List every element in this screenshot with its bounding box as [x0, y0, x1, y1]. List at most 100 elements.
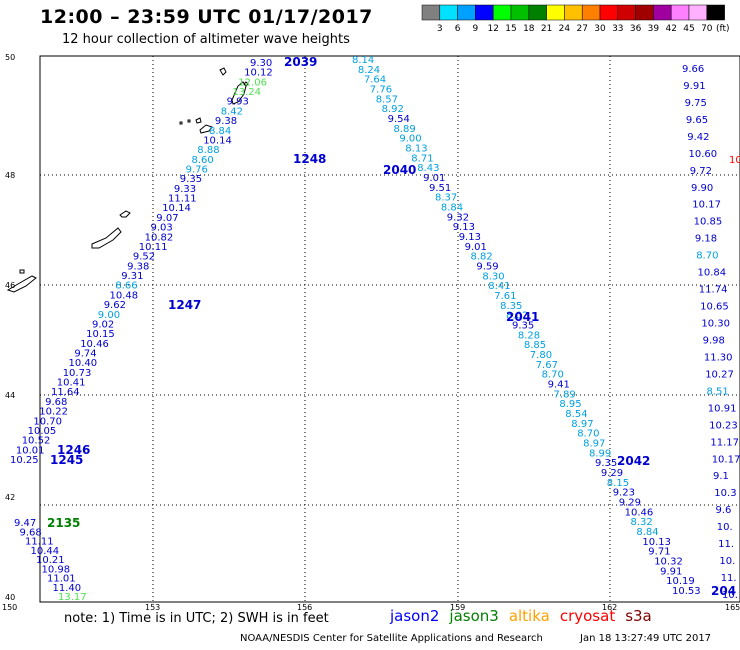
track-a-value: 10.05	[28, 426, 57, 437]
color-scale-label: 15	[505, 24, 516, 34]
track-b-value: 8.82	[471, 252, 493, 263]
pass-label-1247: 1247	[168, 298, 201, 312]
color-swatch	[670, 4, 690, 21]
legend-altika: altika	[508, 607, 550, 625]
track-a-value: 10.01	[16, 445, 45, 456]
color-swatch	[421, 4, 441, 21]
track-b-value: 9.71	[648, 547, 670, 558]
track-a-value: 8.60	[192, 155, 214, 166]
track-b-value: 7.76	[370, 85, 392, 96]
track-d-value: 11.	[721, 573, 737, 584]
generated-timestamp: Jan 18 13:27:49 UTC 2017	[580, 633, 712, 644]
track-a-value: 9.35	[180, 174, 202, 185]
track-a-value: 10.12	[244, 68, 273, 79]
track-d-value: 11.17	[710, 437, 739, 448]
track-b-value: 9.91	[660, 566, 682, 577]
track-b-value: 8.92	[382, 104, 404, 115]
track-c-labels: 9.479.6811.1110.4410.2110.9811.0111.4013…	[14, 518, 87, 603]
track-b-value: 9.23	[613, 488, 635, 499]
track-d-value: 10.27	[705, 369, 734, 380]
track-a-value: 8.42	[221, 106, 243, 117]
track-b-labels: 8.148.247.647.768.578.929.548.899.008.13…	[352, 55, 701, 597]
track-b-value: 8.28	[518, 330, 540, 341]
color-scale-label: 9	[473, 24, 479, 34]
track-b-value: 7.89	[554, 389, 576, 400]
track-d-value: 10.17	[692, 200, 721, 211]
color-swatch	[617, 4, 636, 21]
track-a-value: 10.73	[63, 368, 92, 379]
track-a-value: 11.64	[51, 387, 80, 398]
track-b-value: 7.80	[530, 350, 552, 361]
pass-label-2135: 2135	[47, 516, 80, 530]
track-a-value: 10.14	[203, 136, 232, 147]
track-a-labels: 9.3010.1212.0613.249.938.429.388.8410.14…	[10, 58, 273, 466]
track-b-value: 8.99	[589, 448, 611, 459]
track-b-value: 8.37	[435, 193, 457, 204]
track-a-value: 8.66	[115, 281, 137, 292]
track-b-value: 9.13	[453, 222, 475, 233]
track-a-value: 10.25	[10, 455, 39, 466]
lon-tick-159: 159	[450, 603, 465, 612]
track-b-value: 8.15	[607, 478, 629, 489]
track-c-value: 11.01	[47, 574, 76, 585]
track-d-value: 10.30	[701, 319, 730, 330]
color-scale-unit: (ft)	[716, 24, 730, 34]
track-b-value: 9.29	[601, 468, 623, 479]
track-b-value: 8.84	[636, 527, 658, 538]
track-b-value: 8.89	[394, 124, 416, 135]
track-d-value: 10.17	[712, 454, 740, 465]
track-c-value: 13.17	[58, 592, 87, 603]
track-d-value: 10.84	[698, 268, 727, 279]
track-b-value: 8.14	[352, 55, 374, 66]
color-swatch	[599, 4, 619, 21]
color-scale-label: 27	[576, 24, 587, 34]
track-b-value: 9.51	[429, 183, 451, 194]
track-b-value: 9.35	[512, 321, 534, 332]
track-d-value: 8.51	[707, 386, 729, 397]
track-a-value: 9.93	[227, 97, 249, 108]
track-d-value: 10.	[717, 522, 733, 533]
track-a-value: 10.22	[39, 407, 68, 418]
track-d-value: 10.60	[689, 149, 718, 160]
track-b-value: 8.57	[376, 94, 398, 105]
color-scale-label: 42	[665, 24, 676, 34]
track-c-value: 10.44	[31, 546, 60, 557]
color-scale-label: 6	[455, 24, 461, 34]
track-c-value: 11.11	[25, 537, 54, 548]
track-d-value: 9.1	[713, 471, 729, 482]
track-b-value: 9.13	[459, 232, 481, 243]
track-d-value: 10.	[719, 556, 735, 567]
track-b-value: 9.32	[447, 212, 469, 223]
color-swatch	[475, 4, 494, 21]
track-a-value: 10.52	[22, 436, 51, 447]
color-swatch	[439, 4, 458, 21]
track-b-value: 9.01	[423, 173, 445, 184]
track-b-value: 10.53	[672, 586, 701, 597]
pass-label-2042: 2042	[617, 454, 650, 468]
track-a-value: 10.40	[69, 358, 98, 369]
track-a-value: 9.62	[104, 300, 126, 311]
color-scale-label: 33	[612, 24, 623, 34]
footer-note: note: 1) Time is in UTC; 2) SWH is in fe…	[64, 611, 329, 626]
track-b-value: 9.41	[548, 380, 570, 391]
track-a-value: 10.41	[57, 378, 86, 389]
track-b-value: 8.71	[411, 153, 433, 164]
track-a-value: 10.46	[80, 339, 109, 350]
map-frame	[39, 55, 740, 603]
track-a-value: 12.06	[238, 77, 267, 88]
track-a-value: 8.88	[197, 145, 219, 156]
track-a-value: 10.48	[110, 290, 139, 301]
track-d-value: 10.65	[700, 302, 729, 313]
track-c-value: 10.21	[36, 555, 65, 566]
track-d-labels: 9.66 9.91 9.75 9.65 9.42 10.60 9.72 9.90 10.17 10…	[682, 64, 740, 601]
pass-label-2040: 2040	[383, 163, 416, 177]
track-b-value: 9.59	[476, 262, 498, 273]
coastline	[6, 67, 249, 293]
lat-tick-44: 44	[5, 391, 15, 400]
track-d-value: 9.90	[691, 183, 713, 194]
color-scale-label: 21	[541, 24, 552, 34]
track-b-value: 8.35	[500, 301, 522, 312]
track-d-value: 10.91	[708, 403, 737, 414]
track-d-value: 9.6	[716, 505, 732, 516]
